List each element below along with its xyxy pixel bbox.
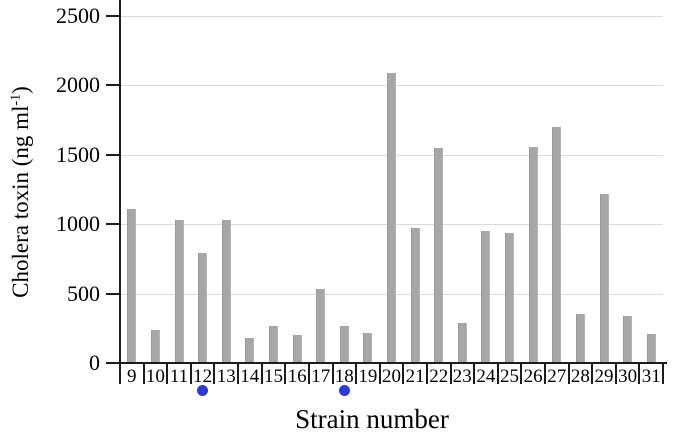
x-tick-label-26: 26	[523, 366, 543, 387]
x-tick-label-29: 29	[594, 366, 614, 387]
x-tick-separator-3	[189, 363, 192, 384]
bar-strain-12	[198, 253, 208, 364]
x-axis-title: Strain number	[295, 404, 449, 434]
x-tick-separator-0	[119, 363, 121, 384]
x-tick-separator-19	[567, 363, 570, 384]
x-tick-separator-22	[638, 363, 641, 384]
bar-strain-24	[481, 231, 491, 364]
bar-strain-29	[599, 194, 609, 364]
x-tick-separator-21	[614, 363, 617, 384]
bar-strain-14	[245, 338, 255, 364]
flag-dot-strain-18	[338, 385, 350, 396]
y-tick-1000	[106, 223, 120, 226]
bar-strain-16	[292, 335, 302, 364]
bar-strain-22	[434, 147, 444, 364]
x-tick-label-23: 23	[452, 366, 472, 387]
bar-strain-13	[221, 220, 231, 364]
bar-strain-15	[269, 325, 278, 364]
x-tick-label-30: 30	[618, 366, 638, 387]
flag-dot-strain-12	[197, 385, 209, 396]
bar-strain-23	[457, 322, 467, 364]
gridline-2500	[121, 16, 663, 17]
y-tick-500	[106, 292, 120, 295]
x-tick-separator-4	[213, 363, 216, 384]
x-tick-label-19: 19	[358, 366, 378, 387]
x-tick-separator-11	[378, 363, 381, 384]
bar-strain-19	[363, 333, 373, 364]
bar-strain-25	[505, 233, 514, 364]
x-tick-label-18: 18	[334, 366, 354, 387]
x-tick-separator-16	[496, 363, 499, 384]
bar-strain-28	[575, 313, 585, 364]
bar-strain-20	[387, 72, 396, 364]
x-tick-separator-7	[284, 363, 287, 384]
x-tick-label-27: 27	[547, 366, 567, 387]
bar-strain-9	[127, 208, 137, 364]
y-axis-title-suffix: )	[8, 86, 33, 94]
x-tick-label-25: 25	[499, 366, 519, 387]
x-tick-label-14: 14	[240, 366, 260, 387]
y-tick-label-1500: 1500	[56, 141, 100, 167]
y-axis-line	[119, 0, 121, 365]
x-tick-separator-8	[307, 363, 310, 384]
x-tick-separator-13	[425, 363, 428, 384]
x-tick-label-22: 22	[429, 366, 449, 387]
x-tick-label-11: 11	[169, 366, 189, 387]
bar-strain-10	[150, 329, 160, 364]
x-tick-separator-20	[591, 363, 594, 384]
x-tick-separator-12	[402, 363, 405, 384]
x-tick-separator-6	[260, 363, 263, 384]
x-tick-separator-17	[520, 363, 523, 384]
x-tick-separator-2	[166, 363, 169, 384]
bar-strain-11	[174, 220, 184, 364]
x-tick-label-31: 31	[641, 366, 661, 387]
bar-strain-31	[646, 333, 656, 364]
x-tick-label-10: 10	[145, 366, 165, 387]
x-tick-separator-10	[355, 363, 358, 384]
bar-strain-17	[316, 289, 326, 364]
x-tick-label-12: 12	[193, 366, 213, 387]
bar-strain-18	[339, 325, 349, 364]
y-tick-label-500: 500	[67, 280, 100, 306]
x-tick-separator-23	[662, 363, 664, 384]
bar-strain-26	[528, 146, 538, 364]
y-tick-1500	[106, 153, 120, 156]
bar-strain-30	[623, 315, 633, 364]
x-tick-label-15: 15	[263, 366, 283, 387]
x-tick-label-24: 24	[476, 366, 496, 387]
x-tick-label-13: 13	[216, 366, 236, 387]
y-tick-2500	[106, 15, 120, 17]
x-tick-label-9: 9	[127, 366, 137, 387]
x-axis-line	[106, 362, 667, 364]
y-tick-label-1000: 1000	[56, 211, 100, 237]
x-tick-label-17: 17	[311, 366, 331, 387]
y-axis-title-superscript: -1	[8, 93, 24, 106]
y-tick-label-2000: 2000	[56, 72, 100, 98]
x-tick-separator-18	[544, 363, 546, 384]
x-tick-label-28: 28	[570, 366, 590, 387]
x-tick-separator-14	[449, 363, 452, 384]
y-axis-title: Cholera toxin (ng ml-1)	[8, 86, 34, 298]
y-tick-2000	[106, 84, 120, 87]
x-tick-label-16: 16	[287, 366, 307, 387]
bar-strain-21	[410, 228, 420, 364]
x-tick-separator-1	[142, 363, 145, 384]
x-tick-separator-9	[331, 363, 334, 384]
x-tick-label-21: 21	[405, 366, 425, 387]
x-tick-separator-5	[237, 363, 239, 384]
y-tick-label-2500: 2500	[56, 3, 100, 28]
y-axis-title-text: Cholera toxin (ng ml	[8, 105, 33, 298]
bar-strain-27	[552, 127, 562, 364]
x-tick-label-20: 20	[381, 366, 401, 387]
x-tick-separator-15	[473, 363, 476, 384]
y-tick-label-0: 0	[89, 350, 100, 375]
